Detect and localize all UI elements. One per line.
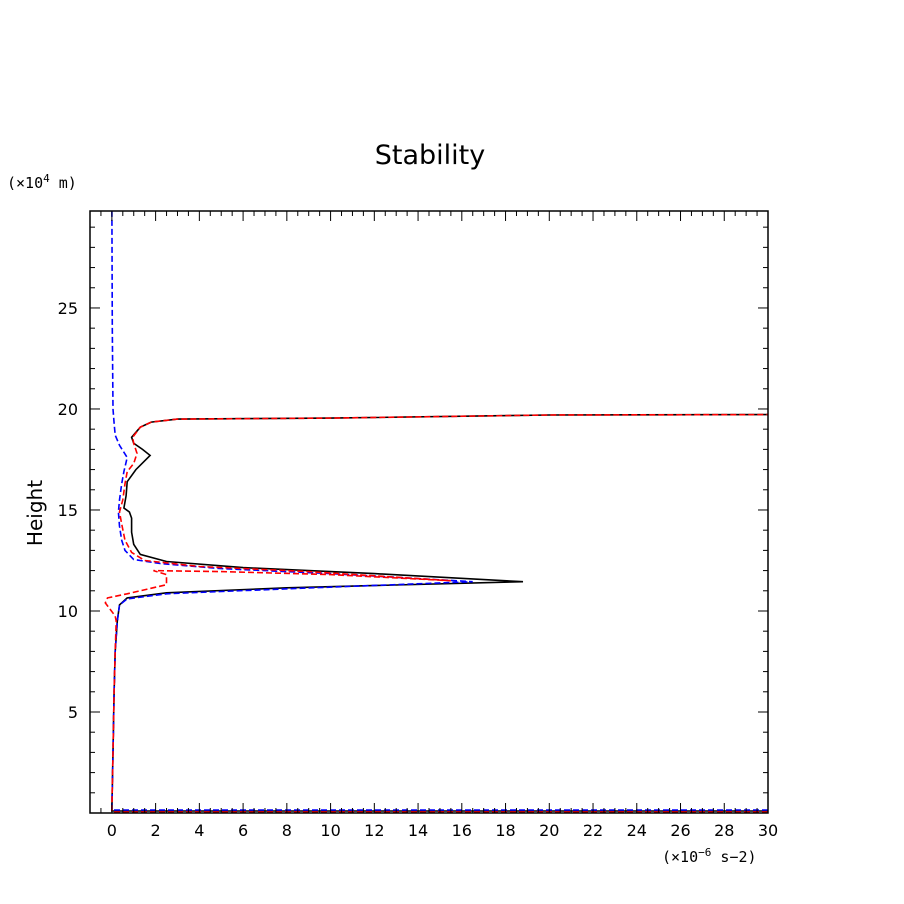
y-axis-label: Height bbox=[23, 480, 47, 546]
x-axis-unit: (×10−6 s−2) bbox=[662, 846, 757, 866]
x-unit-exponent: −6 bbox=[698, 846, 711, 859]
x-tick-label: 22 bbox=[583, 821, 603, 840]
x-tick-label: 26 bbox=[670, 821, 690, 840]
chart-title: Stability bbox=[375, 140, 486, 171]
x-tick-label: 0 bbox=[107, 821, 117, 840]
x-tick-label: 2 bbox=[151, 821, 161, 840]
y-tick-label: 15 bbox=[58, 501, 78, 520]
x-tick-label: 16 bbox=[452, 821, 472, 840]
y-axis-unit: (×104 m) bbox=[7, 172, 77, 192]
series-line-2 bbox=[111, 210, 768, 811]
y-unit-suffix: m) bbox=[50, 174, 77, 192]
series-line-1 bbox=[111, 413, 769, 812]
y-tick-label: 20 bbox=[58, 400, 78, 419]
y-tick-label: 10 bbox=[58, 602, 78, 621]
x-tick-label: 24 bbox=[627, 821, 647, 840]
x-unit-suffix: s−2) bbox=[711, 848, 756, 866]
x-tick-label: 12 bbox=[364, 821, 384, 840]
x-tick-label: 30 bbox=[758, 821, 778, 840]
x-tick-label: 6 bbox=[238, 821, 248, 840]
x-unit-prefix: (×10 bbox=[662, 848, 698, 866]
y-tick-label: 5 bbox=[68, 703, 78, 722]
y-unit-prefix: (×10 bbox=[7, 174, 43, 192]
x-tick-label: 10 bbox=[320, 821, 340, 840]
x-tick-label: 14 bbox=[408, 821, 428, 840]
series-line-3 bbox=[104, 413, 769, 813]
y-unit-exponent: 4 bbox=[43, 172, 50, 185]
plot-frame bbox=[89, 210, 769, 814]
y-tick-label: 25 bbox=[58, 299, 78, 318]
x-tick-label: 18 bbox=[495, 821, 515, 840]
x-tick-label: 20 bbox=[539, 821, 559, 840]
series-layer bbox=[104, 210, 769, 813]
x-tick-label: 28 bbox=[714, 821, 734, 840]
x-tick-label: 8 bbox=[282, 821, 292, 840]
x-tick-label: 4 bbox=[194, 821, 204, 840]
